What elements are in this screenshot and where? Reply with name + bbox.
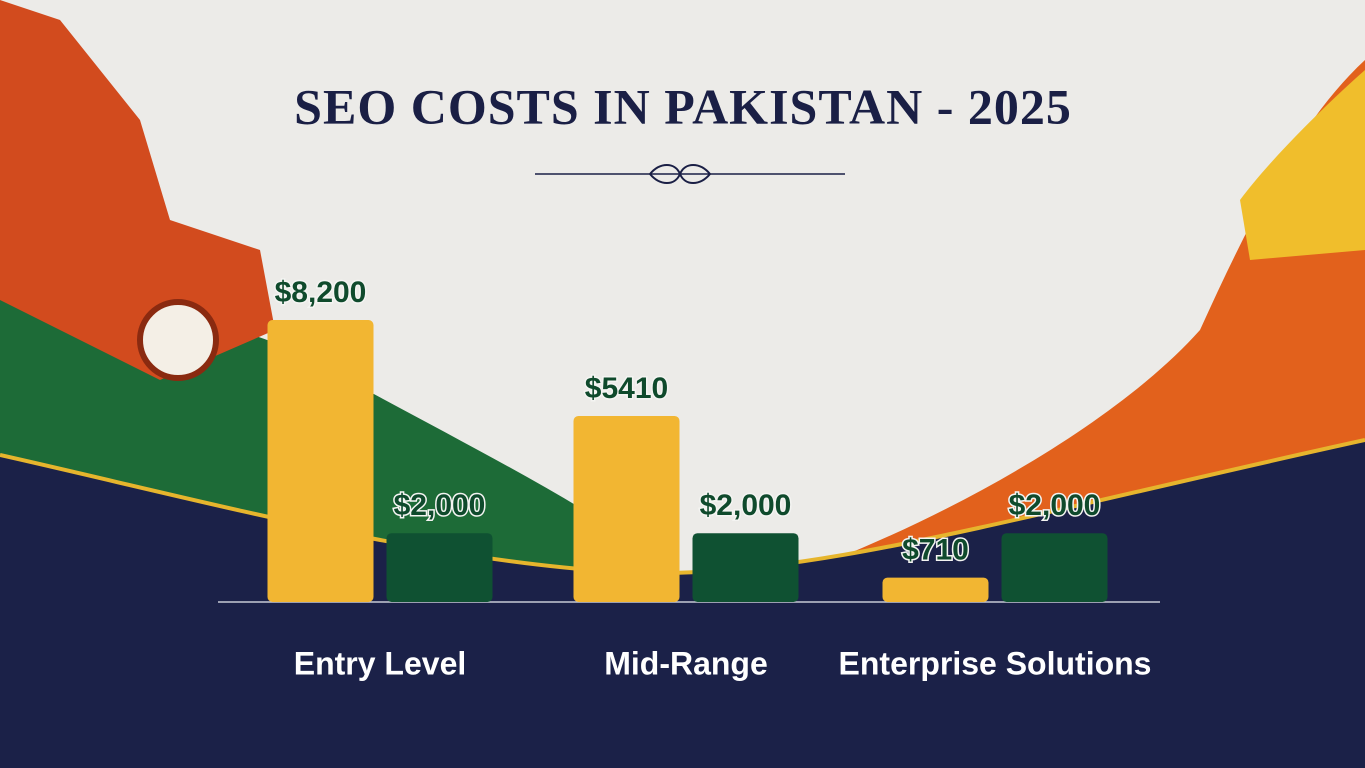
x-tick-label: Mid-Range: [604, 645, 768, 681]
orange-truck: [0, 0, 275, 380]
value-label: $2,000: [1009, 489, 1101, 522]
bar: [692, 533, 799, 602]
x-tick-label: Enterprise Solutions: [839, 645, 1152, 681]
yellow-truck: [1240, 70, 1365, 260]
bar: [1001, 533, 1108, 602]
navy-ground: [0, 440, 1365, 768]
value-label: $5410: [585, 372, 668, 405]
value-label: $2,000: [700, 489, 792, 522]
orange-band: [780, 60, 1365, 580]
bar: [386, 533, 493, 602]
value-label: $8,200: [275, 276, 367, 309]
ornament: [649, 164, 711, 184]
bar: [573, 415, 680, 602]
truck-wheel: [137, 299, 219, 381]
x-tick-label: Entry Level: [294, 645, 467, 681]
chart-title: SEO COSTS IN PAKISTAN - 2025: [294, 78, 1072, 134]
value-label: $2,000: [394, 489, 486, 522]
bar: [267, 320, 374, 602]
bar: [882, 577, 989, 602]
value-label: $710: [902, 534, 969, 567]
